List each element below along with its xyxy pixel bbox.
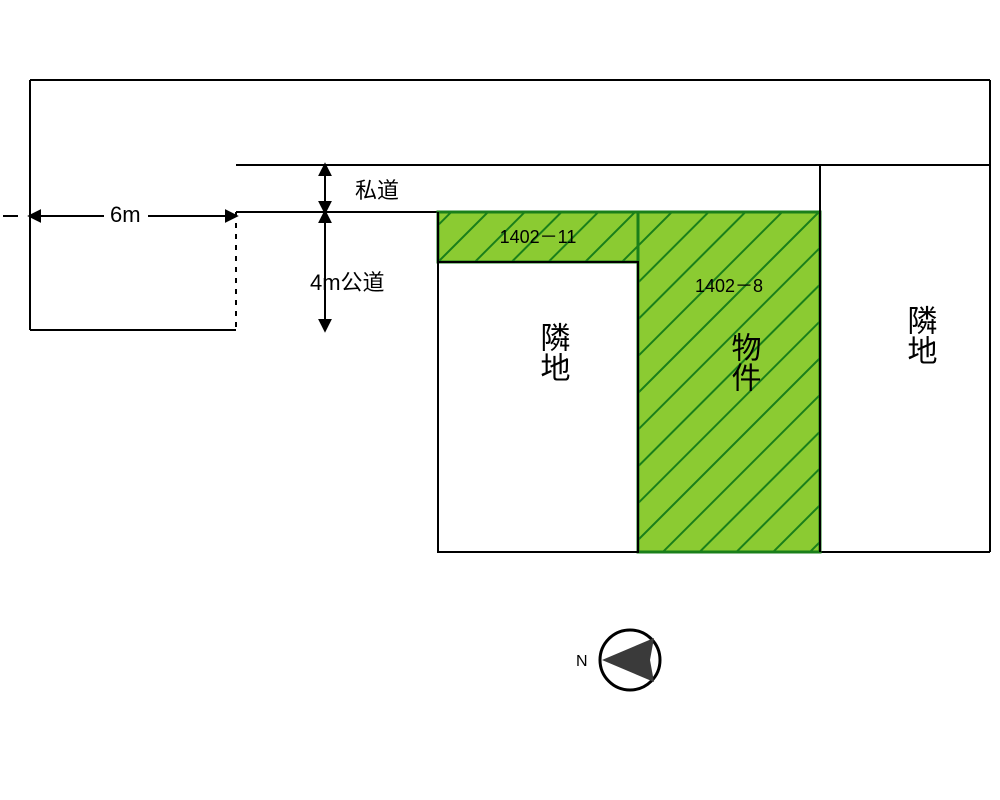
label-public-road: 4m公道 [310, 270, 385, 295]
compass-arrow-icon [602, 638, 654, 682]
label-property: 物件 [727, 332, 762, 392]
label-parcel-1402-8: 1402－8 [695, 276, 763, 296]
label-6m: 6m [110, 202, 141, 227]
label-neighbor-right: 隣地 [903, 305, 938, 365]
label-parcel-1402-11: 1402－11 [500, 227, 577, 247]
label-private-road: 私道 [355, 178, 399, 203]
plot-diagram: 6m 私道 4m公道 1402－11 1402－8 物件 隣地 隣地 N [3, 80, 990, 690]
compass-label: N [576, 653, 588, 670]
left-neighbor-lot [438, 262, 638, 552]
label-neighbor-left: 隣地 [536, 322, 571, 382]
